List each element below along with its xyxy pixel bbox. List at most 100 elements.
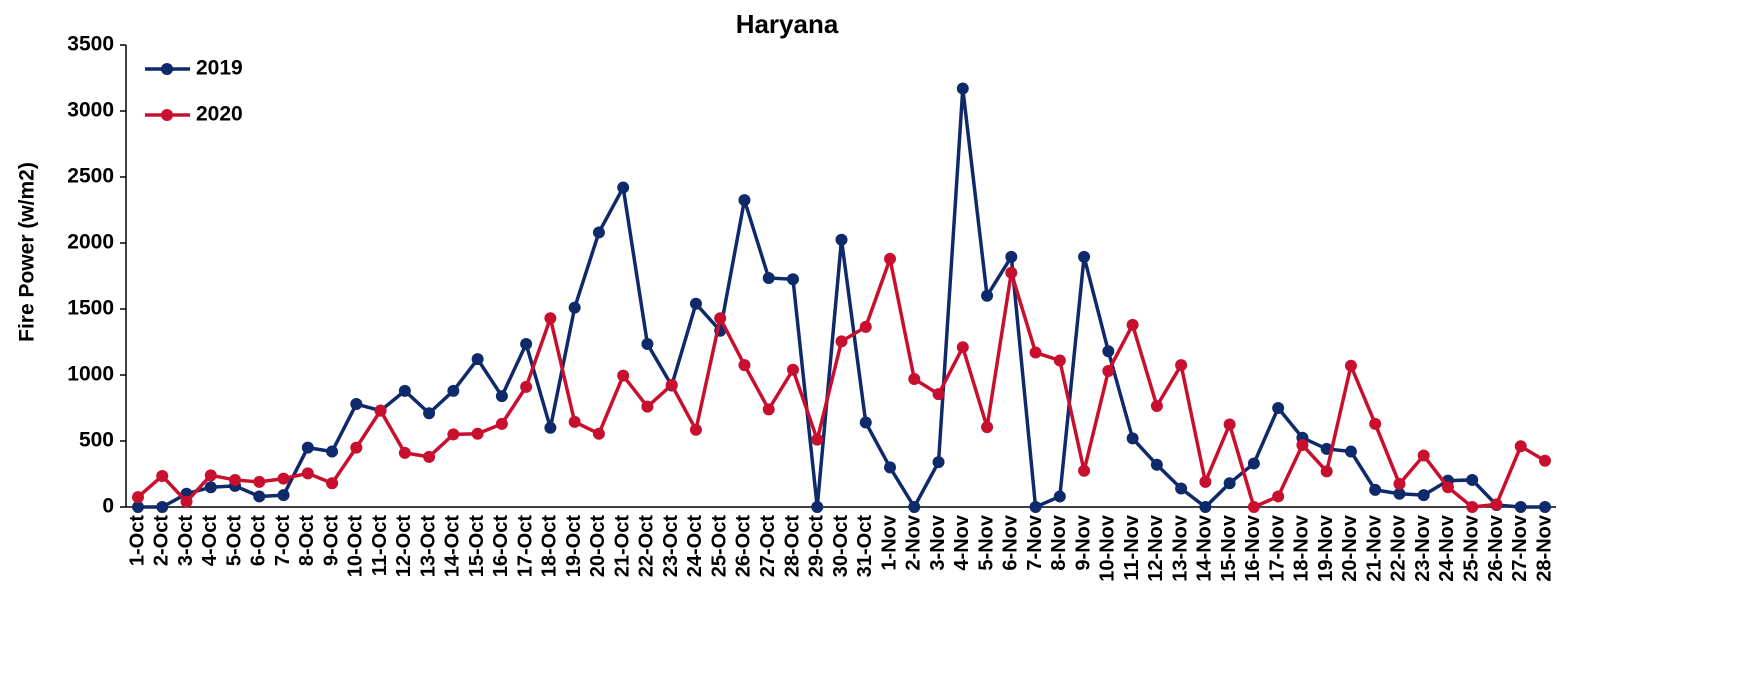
x-tick-label: 2-Nov [903,514,925,570]
data-point [204,469,217,482]
data-point [423,407,436,420]
data-point [568,415,581,428]
data-point [762,271,775,284]
data-point [811,433,824,446]
data-point [1490,498,1503,511]
data-point [981,289,994,302]
data-point [277,472,290,485]
y-axis-label: Fire Power (w/m2) [16,162,39,342]
x-tick-label: 9-Oct [320,515,342,566]
data-point [762,403,775,416]
x-tick-label: 14-Oct [442,515,464,578]
x-tick-label: 26-Nov [1485,514,1507,582]
x-tick-label: 31-Oct [854,515,876,578]
data-point [447,384,460,397]
data-point [1539,501,1551,513]
data-point [156,501,169,513]
x-tick-label: 18-Oct [539,515,561,578]
y-tick-label: 0 [102,495,114,518]
data-point [495,417,508,430]
x-tick-label: 15-Oct [466,515,488,578]
x-tick-label: 11-Nov [1121,514,1143,580]
x-tick-label: 13-Nov [1169,514,1191,582]
data-point [1175,482,1188,495]
data-point [689,297,702,310]
x-tick-label: 20-Nov [1339,514,1361,582]
data-point [956,341,969,354]
data-point [447,428,460,441]
data-point [1247,501,1260,513]
legend-label: 2020 [196,103,243,126]
x-tick-label: 14-Nov [1194,514,1216,582]
data-point [326,445,339,458]
data-point [398,446,411,459]
data-point [884,461,897,474]
x-tick-label: 13-Oct [417,515,439,578]
data-point [1344,359,1357,372]
data-point [1053,490,1066,503]
x-tick-label: 12-Nov [1145,514,1167,582]
data-point [1102,345,1115,358]
data-point [835,233,848,246]
data-point [932,388,945,401]
x-tick-label: 17-Oct [514,515,536,578]
data-point [641,337,654,350]
x-tick-label: 3-Oct [175,515,197,566]
data-point [350,398,363,411]
data-point [908,501,921,513]
data-point [204,481,217,494]
x-tick-label: 2-Oct [151,515,173,566]
y-tick-label: 3500 [67,33,114,56]
data-point [932,456,945,469]
x-tick-label: 12-Oct [393,515,415,578]
data-point [132,491,144,504]
data-point [811,501,824,513]
x-tick-label: 19-Oct [563,515,585,578]
y-tick-label: 3000 [67,99,114,122]
data-point [132,501,144,513]
data-point [1466,473,1479,486]
data-point [1199,501,1212,513]
x-tick-label: 22-Nov [1388,514,1410,582]
data-point [1199,475,1212,488]
data-point [981,421,994,434]
data-point [1053,354,1066,367]
data-point [665,378,678,391]
y-tick-label: 2000 [67,231,114,254]
x-tick-label: 23-Oct [660,515,682,578]
data-point [301,467,314,480]
x-tick-label: 6-Oct [248,515,270,566]
data-point [1029,346,1042,359]
data-point [1369,417,1382,430]
data-point [1272,402,1285,414]
x-tick-label: 23-Nov [1412,514,1434,582]
data-point [301,441,314,454]
data-point [568,301,581,314]
x-tick-label: 15-Nov [1218,514,1240,582]
data-point [471,427,484,440]
data-point [1369,483,1382,496]
data-point [1514,440,1527,453]
data-point [1344,445,1357,458]
x-tick-label: 8-Oct [296,515,318,566]
legend-marker [161,63,173,75]
y-tick-label: 2500 [67,165,114,188]
data-point [374,404,387,417]
data-point [1514,501,1527,513]
data-point [714,312,727,325]
data-point [956,82,969,95]
x-tick-label: 5-Oct [223,515,245,566]
data-point [786,273,799,286]
x-tick-label: 30-Oct [830,515,852,578]
data-point [398,384,411,397]
data-point [1029,501,1042,513]
x-tick-label: 9-Nov [1072,514,1094,570]
data-point [1393,487,1406,500]
y-tick-label: 500 [79,429,114,452]
x-tick-label: 11-Oct [369,515,391,576]
data-point [156,469,169,482]
data-point [835,335,848,348]
data-point [1466,501,1479,513]
data-point [1247,457,1260,470]
